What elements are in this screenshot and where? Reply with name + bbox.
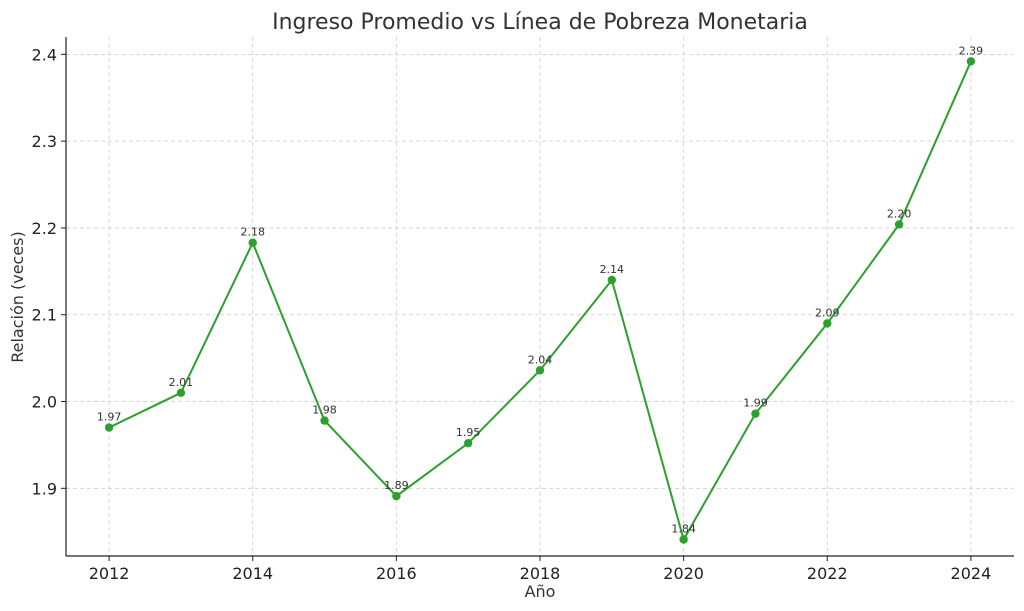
- x-tick-label: 2014: [232, 564, 273, 583]
- data-label: 2.20: [887, 207, 912, 220]
- data-point: [823, 319, 832, 328]
- data-label: 2.18: [240, 226, 265, 239]
- data-label: 1.84: [671, 523, 696, 536]
- data-point: [463, 438, 473, 448]
- x-tick-label: 2022: [807, 564, 848, 583]
- x-tick-label: 2012: [89, 564, 130, 583]
- chart-title: Ingreso Promedio vs Línea de Pobreza Mon…: [272, 10, 808, 35]
- x-tick-label: 2020: [663, 564, 704, 583]
- data-point: [751, 409, 760, 418]
- series-ingreso-relacion: 1.97 2.01 2.18 1.98 1.89 1.95 2.04 2.14 1.84 1.99…: [97, 44, 984, 544]
- data-label: 2.01: [169, 376, 194, 389]
- data-point: [535, 366, 545, 375]
- data-label: 2.09: [815, 306, 840, 319]
- x-axis-label: Año: [525, 582, 556, 601]
- data-label: 1.95: [456, 426, 481, 439]
- data-label: 1.89: [384, 479, 409, 492]
- data-point: [894, 220, 904, 229]
- data-label: 2.04: [528, 353, 553, 366]
- y-tick-label: 2.1: [32, 306, 57, 325]
- y-tick-label: 1.9: [32, 479, 57, 498]
- data-point: [320, 416, 329, 425]
- y-tick-label: 2.4: [32, 45, 57, 64]
- x-tick-label: 2024: [951, 564, 992, 583]
- data-point: [248, 238, 257, 247]
- y-tick-label: 2.0: [32, 393, 57, 412]
- data-point: [104, 423, 114, 432]
- data-point: [966, 57, 976, 66]
- data-point: [176, 388, 186, 398]
- data-point: [679, 535, 688, 544]
- axes: 2012 2014 2016 2018 2020 2022 2024 1.9 2.0 2.1 2.2…: [32, 37, 1014, 583]
- x-tick-label: 2018: [520, 564, 561, 583]
- y-axis-label: Relación (veces): [8, 231, 27, 363]
- data-label: 2.39: [959, 44, 984, 57]
- data-label: 1.97: [97, 411, 122, 424]
- data-label: 1.98: [312, 404, 337, 417]
- data-label: 2.14: [600, 263, 625, 276]
- x-tick-label: 2016: [376, 564, 417, 583]
- data-point: [392, 491, 401, 501]
- y-tick-label: 2.2: [32, 219, 57, 238]
- data-point: [607, 275, 617, 285]
- y-tick-label: 2.3: [32, 132, 57, 151]
- data-label: 1.99: [743, 397, 768, 410]
- grid: [66, 37, 1014, 556]
